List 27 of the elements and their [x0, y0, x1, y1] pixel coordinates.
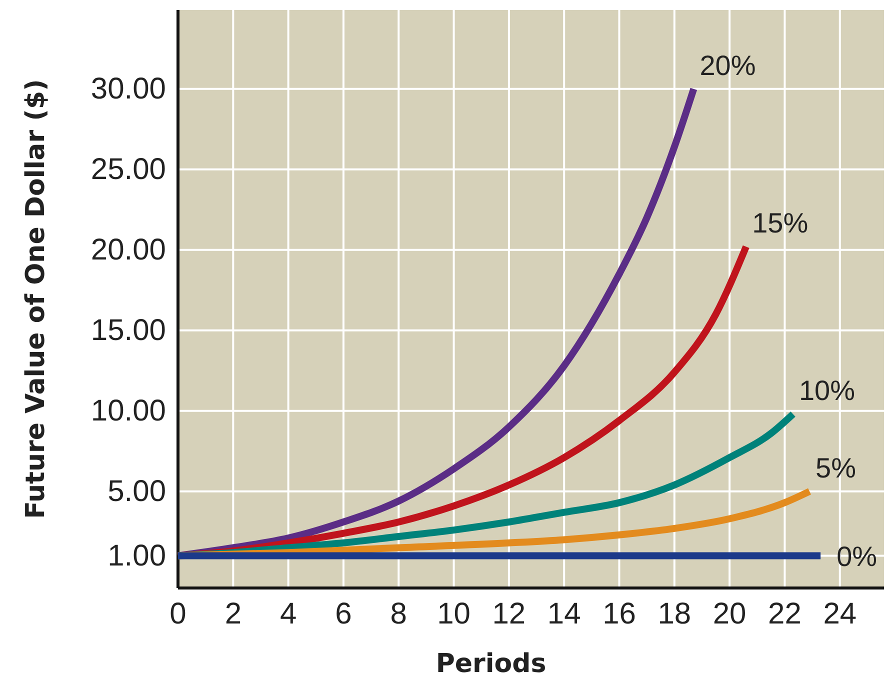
x-tick-label: 10: [437, 597, 470, 630]
x-axis-title: Periods: [436, 649, 546, 679]
x-tick-label: 6: [335, 597, 352, 630]
y-tick-label: 1.00: [108, 539, 166, 572]
x-tick-label: 12: [492, 597, 526, 630]
x-tick-label: 18: [658, 597, 692, 630]
x-tick-label: 2: [224, 597, 242, 630]
x-tick-label: 0: [170, 597, 186, 630]
x-tick-label: 22: [768, 597, 802, 630]
y-tick-label: 20.00: [90, 233, 166, 266]
series-label: 20%: [700, 50, 756, 81]
y-tick-label: 25.00: [90, 152, 166, 186]
y-tick-label: 30.00: [90, 72, 166, 106]
x-tick-label: 8: [390, 597, 407, 630]
series-label: 15%: [752, 208, 808, 239]
y-axis-title: Future Value of One Dollar ($): [21, 79, 51, 519]
x-tick-label: 20: [712, 597, 746, 630]
y-tick-label: 10.00: [90, 394, 166, 428]
y-tick-label: 15.00: [90, 314, 166, 347]
y-tick-label: 5.00: [108, 475, 166, 508]
x-tick-label: 4: [280, 597, 297, 630]
series-label: 10%: [798, 375, 856, 406]
x-tick-label: 16: [602, 597, 636, 630]
series-label: 5%: [816, 452, 856, 484]
x-tick-label: 24: [823, 597, 857, 630]
x-tick-label: 14: [547, 597, 581, 630]
series-label: 0%: [836, 540, 878, 572]
